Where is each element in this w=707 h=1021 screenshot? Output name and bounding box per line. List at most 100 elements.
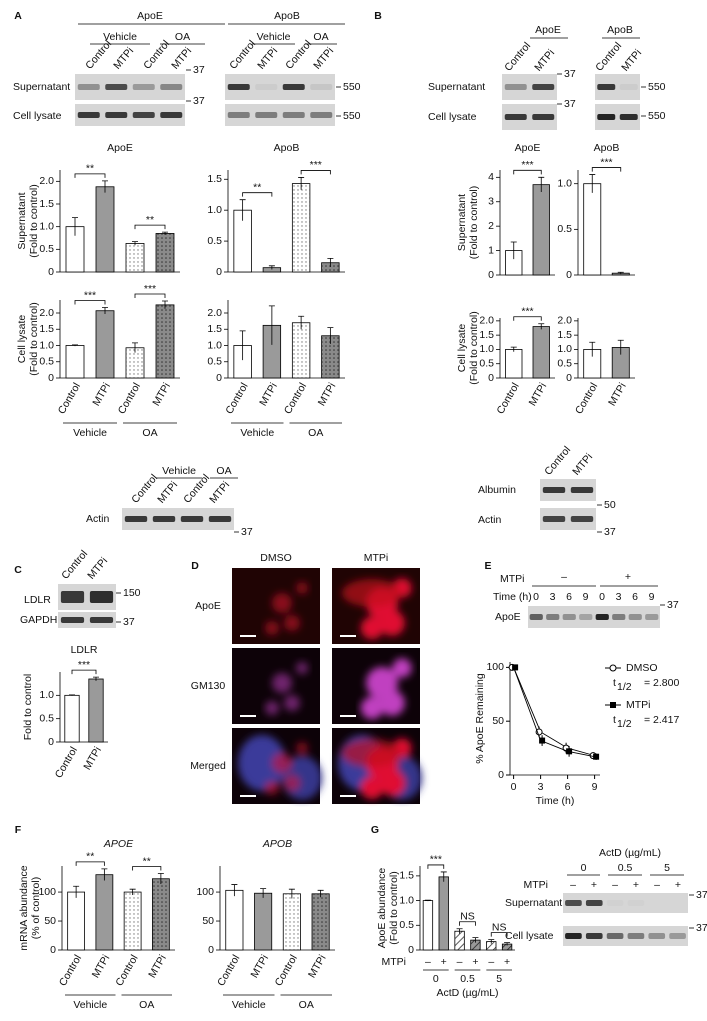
error-bar: [617, 271, 624, 275]
group-label: 0.5: [460, 973, 475, 985]
band: [282, 112, 305, 118]
sig-label: ***: [600, 156, 612, 168]
point: [512, 664, 519, 671]
y-tick-label: 1.0: [557, 343, 572, 355]
band: [585, 933, 603, 939]
y-tick-label: 1.5: [399, 870, 414, 882]
panel-label: E: [484, 560, 491, 572]
point: [609, 664, 617, 672]
error-bar: [538, 323, 545, 330]
signal: [296, 742, 308, 754]
x-tick-label: +: [472, 956, 478, 968]
y-tick-label: 1.5: [207, 323, 222, 335]
y-tick-label: 0: [488, 372, 494, 384]
micrograph: [232, 728, 322, 804]
y-axis-label: % ApoE Remaining: [474, 673, 486, 764]
error-bar: [298, 177, 305, 190]
band: [595, 614, 609, 620]
band: [310, 112, 333, 118]
signal: [272, 593, 292, 613]
x-tick-label: Control: [116, 381, 143, 416]
micrograph: [232, 568, 320, 644]
y-tick-label: 1.0: [207, 204, 222, 216]
bar: [155, 304, 175, 379]
blot: [528, 606, 660, 628]
sig-label: ***: [430, 854, 442, 866]
band: [282, 84, 305, 90]
band: [124, 516, 148, 522]
y-axis-label: (Fold to control): [28, 302, 40, 376]
y-axis-label: Cell lysate: [16, 315, 28, 364]
group-label: OA: [308, 427, 323, 439]
y-tick-label: 50: [44, 915, 56, 927]
error-bar: [102, 307, 108, 314]
y-tick-label: 0.5: [207, 356, 222, 368]
group-label: Vehicle: [162, 465, 196, 477]
group-label: OA: [216, 465, 231, 477]
y-tick-label: 1.0: [479, 343, 494, 355]
image-content: [265, 662, 308, 715]
y-tick-label: 0: [498, 769, 504, 781]
group-label: Vehicle: [240, 427, 274, 439]
y-tick-label: 1.5: [479, 329, 494, 341]
y-tick-label: 0: [50, 944, 56, 956]
band: [529, 614, 543, 620]
error-bar: [317, 889, 324, 898]
error-bar: [424, 899, 431, 902]
size-marker: 37: [604, 526, 616, 538]
y-tick-label: 2.0: [557, 315, 572, 327]
sign-label: –: [561, 571, 567, 583]
bar: [291, 183, 311, 273]
bar: [67, 891, 86, 951]
error-bar: [231, 884, 238, 897]
error-bar: [288, 888, 295, 899]
row-label: Cell lysate: [428, 111, 477, 123]
lane-label: Control: [59, 548, 90, 582]
signal: [284, 695, 300, 711]
lane-label: MTPi: [255, 45, 280, 71]
size-marker: 37: [193, 95, 205, 107]
size-marker: 37: [564, 98, 576, 110]
band: [89, 591, 114, 603]
error-bar: [472, 937, 479, 943]
y-tick-label: 0: [48, 372, 54, 384]
blot: [75, 104, 185, 126]
half-life-sub: 1/2: [617, 718, 632, 730]
x-axis-label: Time (h): [536, 795, 575, 807]
row-label: Supernatant: [428, 81, 485, 93]
legend-label: MTPi: [626, 699, 651, 711]
column-label: DMSO: [260, 552, 292, 564]
sig-bracket: [490, 932, 508, 937]
row-label: LDLR: [24, 594, 51, 606]
lane-label: Control: [502, 40, 533, 74]
y-axis-label: Supernatant: [456, 194, 468, 251]
y-tick-label: 0.5: [557, 223, 572, 235]
lane-label: Control: [129, 472, 160, 506]
y-tick-label: 0: [488, 269, 494, 281]
group-label: OA: [313, 31, 328, 43]
x-tick-label: 3: [538, 781, 544, 793]
bar: [254, 892, 273, 951]
error-bar: [268, 305, 275, 345]
signal: [296, 662, 308, 674]
size-marker: 50: [604, 499, 616, 511]
band: [645, 614, 659, 620]
x-tick-label: MTPi: [248, 953, 271, 980]
y-tick-label: 2.0: [39, 307, 54, 319]
micrograph: [332, 568, 420, 644]
sig-bracket: [427, 864, 445, 869]
bar: [123, 891, 142, 951]
y-tick-label: 2.0: [479, 315, 494, 327]
half-life-value: = 2.800: [644, 677, 679, 689]
sig-bracket: [459, 921, 476, 926]
sign-label: –: [570, 879, 576, 891]
band: [60, 617, 85, 623]
sig-bracket: [513, 316, 542, 321]
band: [597, 114, 616, 120]
x-tick-label: MTPi: [146, 953, 169, 980]
band: [255, 112, 278, 118]
time-label: 3: [616, 591, 622, 603]
error-bar: [69, 694, 75, 696]
chart-title: ApoE: [515, 142, 541, 154]
